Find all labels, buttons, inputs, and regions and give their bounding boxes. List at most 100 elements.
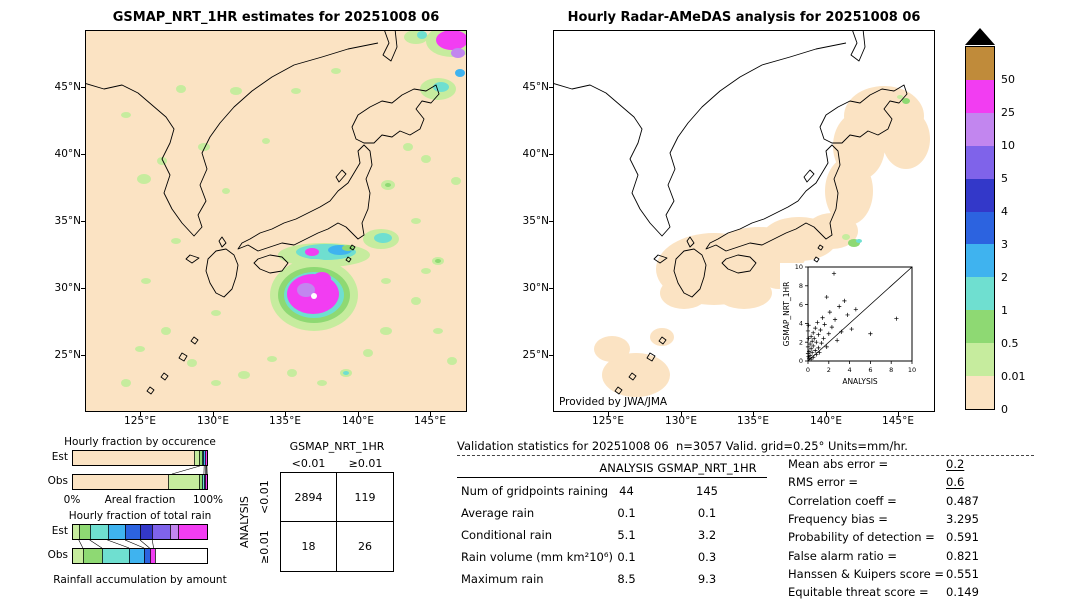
fraction-segment-turquoise — [201, 475, 204, 489]
fraction-segment-magenta — [149, 549, 155, 563]
inset-x-tick-label: 4 — [848, 366, 852, 374]
stats-analysis-value: 8.5 — [617, 572, 636, 586]
precip-area — [198, 143, 210, 151]
precip-area — [602, 353, 670, 397]
y-tick-label: 25°N — [522, 349, 549, 361]
stats-analysis-value: 5.1 — [617, 528, 636, 542]
coastline — [673, 248, 707, 298]
coastline — [813, 256, 820, 263]
connector-line — [124, 540, 145, 548]
fraction-segment-lightblue — [203, 475, 206, 489]
score-label: False alarm ratio = — [788, 548, 898, 563]
stats-row: Num of gridpoints raining 44 145 — [457, 484, 769, 500]
precip-area — [433, 82, 449, 92]
coastline — [86, 42, 379, 237]
score-label: Probability of detection = — [788, 530, 935, 545]
stats-row: Maximum rain 8.5 9.3 — [457, 572, 769, 588]
fraction-segment-lightblue — [128, 549, 144, 563]
contingency-cell-11: 26 — [358, 540, 372, 553]
coastline — [190, 336, 199, 345]
inset-x-tick-label: 10 — [908, 366, 916, 374]
stats-row: Conditional rain 5.1 3.2 — [457, 528, 769, 544]
precip-area — [385, 183, 391, 187]
coastline — [705, 144, 841, 252]
stats-row: Rain volume (mm km²10⁶) 0.1 0.3 — [457, 550, 769, 566]
coastline — [653, 254, 668, 264]
y-tick-mark — [81, 355, 85, 356]
precip-area — [287, 369, 297, 377]
coastline — [146, 386, 155, 395]
inset-y-tick-label: 10 — [795, 263, 803, 271]
totalrain-connector-lines — [78, 540, 154, 548]
connector-line — [151, 540, 154, 548]
x-tick-label: 130°E — [665, 415, 697, 427]
stats-column-header-gsmap: GSMAP_NRT_1HR — [657, 461, 757, 475]
colorbar-tick-label: 5 — [1001, 171, 1008, 185]
score-value: 0.487 — [946, 493, 979, 508]
coastline — [335, 169, 347, 183]
connector-line — [171, 466, 200, 474]
y-tick-label: 45°N — [522, 81, 549, 93]
colorbar-cell-9 — [966, 343, 994, 377]
x-tick-label: 145°E — [414, 415, 446, 427]
coastline — [850, 31, 866, 62]
coastline — [237, 144, 373, 252]
stats-analysis-value: 44 — [619, 484, 634, 498]
precip-area — [305, 248, 319, 256]
fraction-segment-palegreen — [167, 475, 200, 489]
x-tick-mark — [608, 412, 609, 416]
connector-line — [107, 540, 130, 548]
contingency-column-group-label: GSMAP_NRT_1HR — [289, 440, 385, 453]
map-credit: Provided by JWA/JMA — [559, 396, 668, 408]
precip-area — [897, 95, 903, 99]
colorbar-tick-label: 25 — [1001, 105, 1015, 119]
score-row: Probability of detection = 0.591 — [788, 530, 979, 544]
x-tick-label: 140°E — [810, 415, 842, 427]
score-label: RMS error = — [788, 475, 858, 490]
y-tick-label: 40°N — [54, 148, 81, 160]
areal-fraction-axis-max: 100% — [192, 494, 224, 506]
score-value: 0.821 — [946, 548, 979, 563]
fraction-segment-peach — [73, 451, 195, 465]
occurrence-chart-title: Hourly fraction by occurence — [64, 436, 216, 448]
precip-area — [121, 112, 131, 118]
y-tick-label: 35°N — [54, 215, 81, 227]
colorbar-tick-label: 3 — [1001, 238, 1008, 252]
precip-area — [230, 87, 242, 95]
colorbar-tick-label: 4 — [1001, 204, 1008, 218]
precip-area — [187, 359, 197, 367]
occurrence-est-bar — [72, 450, 208, 466]
y-tick-mark — [549, 154, 553, 155]
precip-area — [417, 31, 427, 39]
stats-row-label: Maximum rain — [461, 572, 544, 586]
precip-area — [447, 357, 457, 365]
inset-x-tick-label: 2 — [827, 366, 831, 374]
fraction-segment-indigo — [139, 525, 153, 539]
precip-area — [137, 174, 151, 184]
contingency-row-group-label: ANALYSIS — [238, 496, 251, 548]
inset-y-tick-label: 4 — [799, 320, 803, 328]
areal-fraction-axis-min: 0% — [63, 494, 81, 506]
x-tick-mark — [140, 412, 141, 416]
precip-area — [882, 109, 930, 169]
x-tick-label: 130°E — [197, 415, 229, 427]
inset-x-tick-label: 6 — [868, 366, 872, 374]
precip-area — [411, 218, 421, 224]
precip-area — [436, 31, 466, 50]
precip-area — [902, 98, 910, 104]
contingency-cell-00: 2894 — [281, 473, 337, 522]
score-label: Correlation coeff = — [788, 493, 897, 508]
fraction-segment-turquoise — [102, 549, 129, 563]
fraction-segment-palegreen — [73, 525, 80, 539]
precip-area — [594, 336, 630, 362]
score-row: Frequency bias = 3.295 — [788, 512, 979, 526]
colorbar-cell-1 — [966, 79, 994, 113]
fraction-segment-blue — [125, 525, 140, 539]
x-tick-label: 140°E — [342, 415, 374, 427]
colorbar-tick-label: 2 — [1001, 271, 1008, 285]
y-tick-mark — [549, 355, 553, 356]
inset-y-tick-label: 6 — [799, 301, 803, 309]
colorbar-tick-label: 0.01 — [1001, 370, 1026, 384]
contingency-row-header-lt: <0.01 — [258, 480, 271, 514]
stats-column-header-analysis: ANALYSIS — [599, 461, 654, 475]
